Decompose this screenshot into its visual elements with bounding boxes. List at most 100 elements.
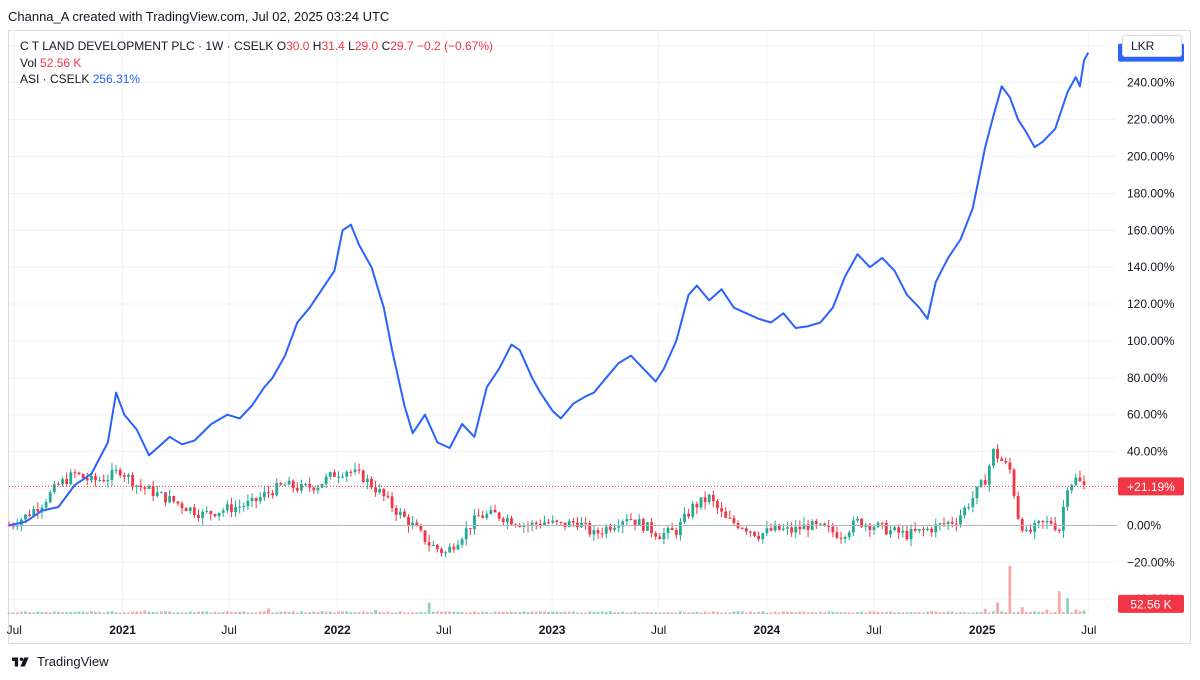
- volume-bar: [547, 612, 550, 614]
- candle-up: [188, 507, 192, 512]
- volume-bar: [518, 611, 522, 614]
- volume-bar: [440, 611, 443, 614]
- volume-bar: [823, 612, 826, 614]
- volume-bar: [827, 611, 831, 614]
- y-tick-label: 220.00%: [1127, 113, 1175, 127]
- legend-compare-row: ASI · CSELK 256.31%: [20, 71, 493, 88]
- volume-bar: [1020, 607, 1024, 614]
- volume-bar: [365, 611, 369, 614]
- volume-bar: [720, 612, 723, 614]
- candle-down: [118, 469, 122, 476]
- candle-up: [893, 527, 896, 531]
- volume-bar: [279, 611, 283, 614]
- candle-down: [291, 480, 295, 488]
- candle-down: [860, 518, 864, 527]
- volume-bar: [246, 612, 250, 614]
- volume-bar: [312, 611, 316, 614]
- candle-down: [897, 527, 901, 533]
- currency-selector[interactable]: LKR: [1122, 35, 1182, 57]
- volume-bar: [950, 611, 954, 614]
- volume-bar: [666, 612, 670, 614]
- volume-bar: [963, 612, 966, 614]
- volume-bar: [386, 611, 390, 614]
- volume-bar: [522, 611, 526, 614]
- volume-bar: [415, 612, 419, 614]
- volume-bar: [847, 612, 851, 614]
- x-tick-label: 2023: [539, 623, 566, 637]
- candle-up: [530, 522, 534, 526]
- volume-bar: [98, 611, 102, 614]
- candle-up: [287, 480, 291, 485]
- volume-bar: [678, 611, 682, 614]
- volume-bar: [856, 612, 859, 614]
- candle-down: [184, 508, 188, 512]
- candle-down: [267, 492, 270, 494]
- candle-down: [814, 521, 818, 525]
- candle-up: [205, 511, 209, 513]
- volume-bar: [324, 611, 328, 614]
- candle-down: [279, 483, 283, 485]
- candle-up: [341, 476, 345, 478]
- candle-up: [946, 521, 950, 525]
- tradingview-logo-icon: [12, 657, 29, 666]
- volume-bar: [753, 612, 756, 614]
- candle-up: [473, 515, 476, 530]
- volume-bar: [114, 612, 118, 614]
- compare-label[interactable]: ASI · CSELK: [20, 72, 90, 86]
- volume-label[interactable]: Vol: [20, 55, 37, 70]
- candle-up: [1070, 484, 1074, 491]
- candle-up: [621, 521, 625, 527]
- volume-bar: [427, 602, 431, 614]
- candle-down: [510, 518, 513, 525]
- x-tick-label: 2022: [324, 623, 351, 637]
- candle-up: [617, 526, 621, 528]
- volume-bar: [786, 611, 789, 614]
- y-tick-label: 40.00%: [1127, 445, 1168, 459]
- candle-down: [831, 526, 835, 533]
- candle-down: [497, 512, 501, 519]
- candle-up: [160, 492, 163, 494]
- candle-down: [131, 474, 134, 487]
- volume-bar: [514, 611, 518, 614]
- candle-up: [411, 522, 415, 526]
- candle-down: [308, 483, 312, 488]
- attribution-text: Channa_A created with TradingView.com, J…: [8, 9, 390, 24]
- volume-bar: [1016, 611, 1020, 614]
- candle-down: [547, 522, 550, 524]
- candle-down: [1053, 523, 1057, 530]
- candle-up: [201, 511, 204, 518]
- volume-bar: [143, 610, 147, 614]
- candle-down: [423, 530, 427, 543]
- volume-bar: [1078, 611, 1082, 614]
- x-tick-label: 2025: [969, 623, 996, 637]
- candle-down: [407, 516, 410, 526]
- candle-down: [1012, 469, 1016, 497]
- volume-bar: [52, 611, 56, 614]
- volume-bar: [201, 611, 204, 614]
- symbol-label[interactable]: C T LAND DEVELOPMENT PLC · 1W · CSELK: [20, 39, 274, 53]
- candle-down: [1020, 518, 1024, 531]
- volume-bar: [538, 611, 542, 614]
- candle-down: [164, 492, 167, 503]
- volume-bar: [180, 612, 184, 614]
- volume-bar: [361, 611, 365, 614]
- volume-bar: [160, 611, 163, 614]
- candle-down: [687, 513, 691, 517]
- candle-up: [328, 472, 332, 477]
- y-tick-label: 60.00%: [1127, 408, 1168, 422]
- candle-up: [217, 512, 221, 517]
- candle-up: [48, 492, 52, 503]
- volume-bar: [468, 612, 472, 614]
- volume-bar: [378, 611, 382, 614]
- candle-up: [398, 511, 402, 515]
- candle-down: [576, 522, 579, 528]
- candle-up: [522, 525, 526, 527]
- volume-bar: [234, 612, 237, 614]
- candle-up: [505, 518, 509, 523]
- volume-bar: [884, 611, 888, 614]
- volume-bar: [419, 611, 423, 614]
- volume-bar: [851, 612, 855, 614]
- open-value: 30.0: [286, 39, 310, 53]
- candle-up: [662, 533, 666, 540]
